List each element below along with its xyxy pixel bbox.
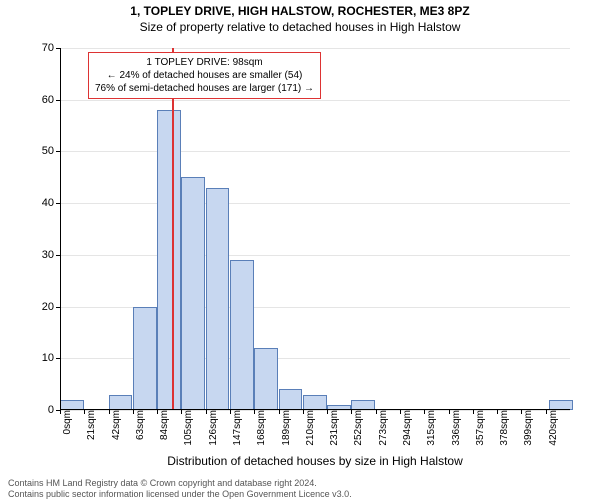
ytick-label: 40	[24, 197, 54, 209]
xtick-label: 210sqm	[305, 410, 316, 450]
xtick-mark	[400, 410, 401, 414]
gridline	[60, 203, 570, 204]
chart-title: 1, TOPLEY DRIVE, HIGH HALSTOW, ROCHESTER…	[0, 4, 600, 18]
xtick-mark	[230, 410, 231, 414]
xtick-label: 189sqm	[281, 410, 292, 450]
xtick-mark	[376, 410, 377, 414]
xtick-mark	[497, 410, 498, 414]
xtick-label: 63sqm	[135, 410, 146, 450]
footer: Contains HM Land Registry data © Crown c…	[8, 478, 352, 500]
y-axis-line	[60, 48, 61, 410]
xtick-label: 126sqm	[208, 410, 219, 450]
infobox-line1: 1 TOPLEY DRIVE: 98sqm	[95, 56, 314, 69]
xtick-label: 420sqm	[548, 410, 559, 450]
xtick-label: 231sqm	[329, 410, 340, 450]
xtick-label: 0sqm	[62, 410, 73, 450]
plot-area	[60, 48, 570, 410]
xtick-label: 84sqm	[159, 410, 170, 450]
infobox-line2: ← 24% of detached houses are smaller (54…	[95, 69, 314, 82]
property-marker-line	[172, 48, 174, 410]
xtick-label: 21sqm	[86, 410, 97, 450]
xtick-mark	[279, 410, 280, 414]
xtick-label: 273sqm	[378, 410, 389, 450]
xtick-mark	[303, 410, 304, 414]
histogram-bar	[279, 389, 303, 410]
ytick-label: 70	[24, 42, 54, 54]
histogram-bar	[157, 110, 181, 410]
footer-line1: Contains HM Land Registry data © Crown c…	[8, 478, 352, 489]
xtick-label: 252sqm	[353, 410, 364, 450]
gridline	[60, 48, 570, 49]
xtick-mark	[60, 410, 61, 414]
ytick-label: 20	[24, 301, 54, 313]
histogram-bar	[230, 260, 254, 410]
xtick-label: 168sqm	[256, 410, 267, 450]
xtick-mark	[206, 410, 207, 414]
ytick-label: 30	[24, 249, 54, 261]
x-axis-label: Distribution of detached houses by size …	[60, 454, 570, 468]
xtick-label: 315sqm	[426, 410, 437, 450]
property-infobox: 1 TOPLEY DRIVE: 98sqm ← 24% of detached …	[88, 52, 321, 99]
xtick-label: 294sqm	[402, 410, 413, 450]
ytick-label: 60	[24, 94, 54, 106]
ytick-label: 10	[24, 352, 54, 364]
xtick-mark	[133, 410, 134, 414]
xtick-label: 357sqm	[475, 410, 486, 450]
ytick-label: 50	[24, 145, 54, 157]
xtick-label: 336sqm	[451, 410, 462, 450]
gridline	[60, 100, 570, 101]
xtick-mark	[449, 410, 450, 414]
footer-line2: Contains public sector information licen…	[8, 489, 352, 500]
histogram-bar	[254, 348, 278, 410]
xtick-mark	[109, 410, 110, 414]
xtick-mark	[546, 410, 547, 414]
xtick-label: 105sqm	[183, 410, 194, 450]
histogram-bar	[181, 177, 205, 410]
gridline	[60, 151, 570, 152]
histogram-bar	[133, 307, 157, 410]
ytick-label: 0	[24, 404, 54, 416]
histogram-bar	[303, 395, 327, 411]
xtick-label: 378sqm	[499, 410, 510, 450]
xtick-mark	[327, 410, 328, 414]
xtick-label: 399sqm	[523, 410, 534, 450]
histogram-bar	[109, 395, 133, 411]
xtick-mark	[157, 410, 158, 414]
xtick-mark	[473, 410, 474, 414]
xtick-label: 42sqm	[111, 410, 122, 450]
gridline	[60, 255, 570, 256]
chart-container: 1, TOPLEY DRIVE, HIGH HALSTOW, ROCHESTER…	[0, 4, 600, 504]
xtick-label: 147sqm	[232, 410, 243, 450]
chart-subtitle: Size of property relative to detached ho…	[0, 20, 600, 34]
infobox-line3: 76% of semi-detached houses are larger (…	[95, 82, 314, 95]
histogram-bar	[206, 188, 230, 410]
